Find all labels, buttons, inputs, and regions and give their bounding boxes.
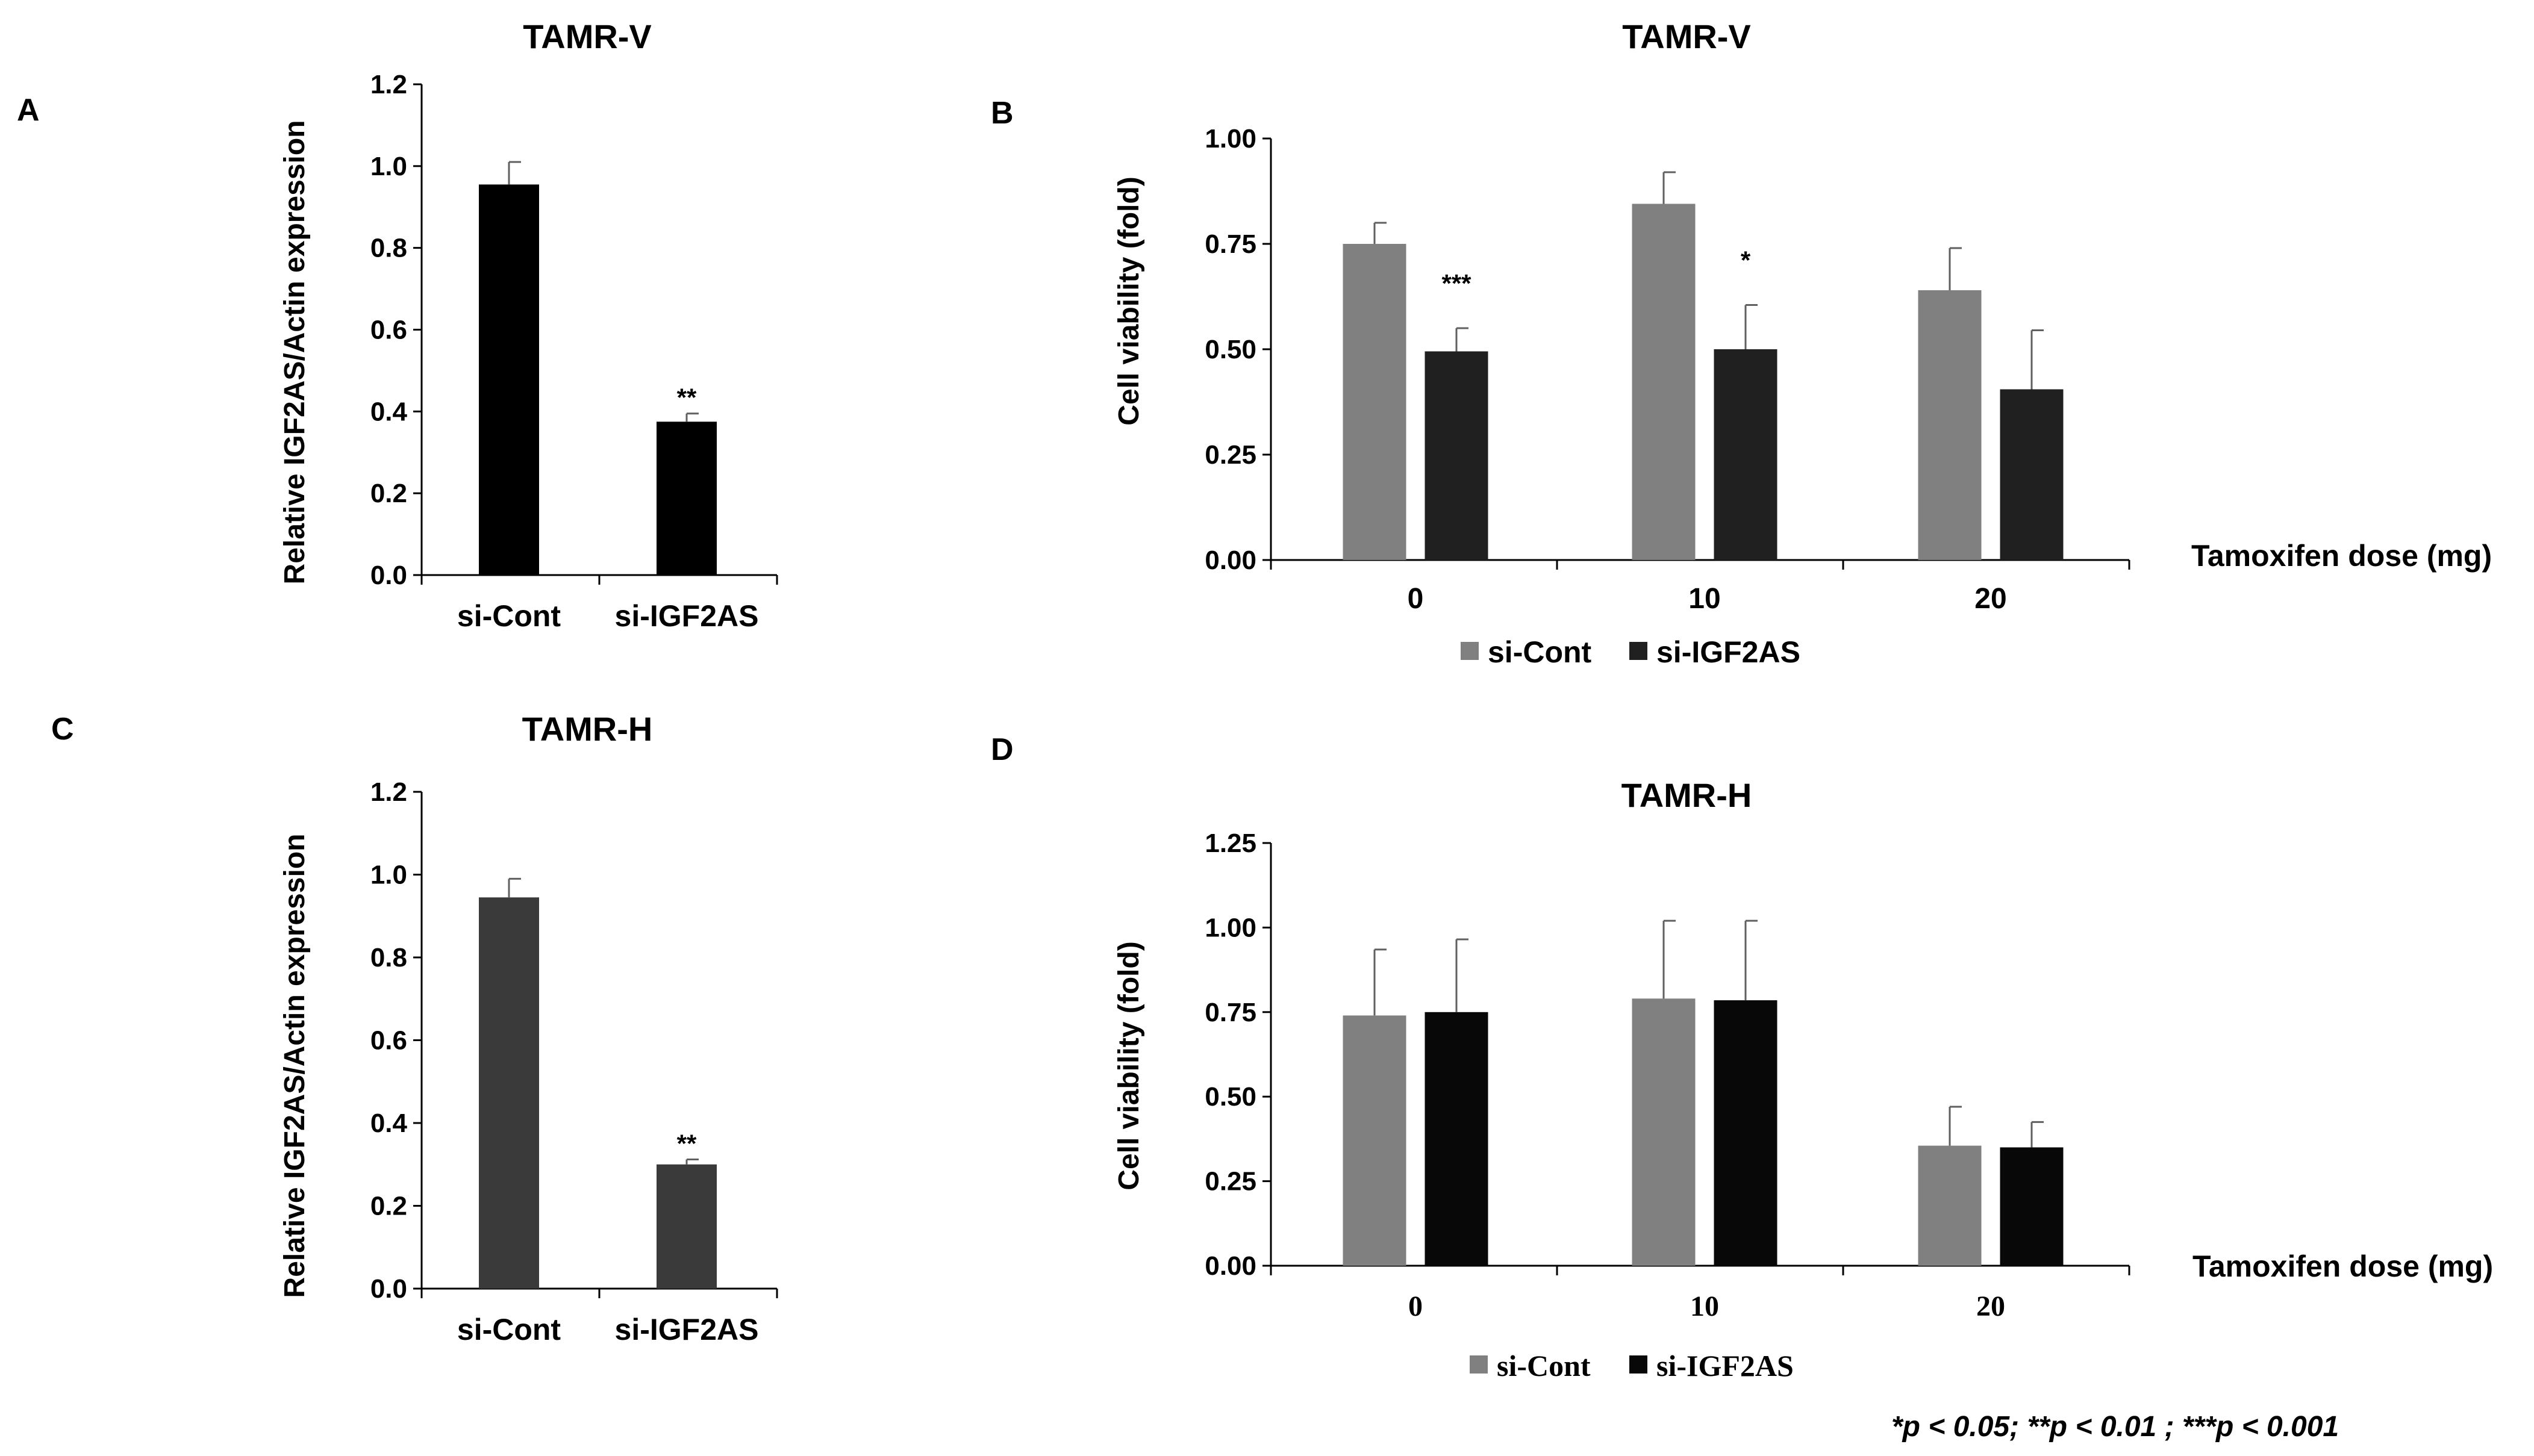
chart-b-bar <box>2000 389 2064 560</box>
chart-c-ytick-label: 1.2 <box>370 777 407 807</box>
chart-b-ytick-label: 0.75 <box>1205 229 1256 259</box>
chart-d-ytick-label: 1.25 <box>1205 829 1256 858</box>
chart-b-ytick-label: 1.00 <box>1205 124 1256 154</box>
chart-d-ytick-label: 0.25 <box>1205 1167 1256 1196</box>
chart-a-ytick-label: 0.4 <box>370 397 408 426</box>
chart-d-ytick-label: 1.00 <box>1205 913 1256 942</box>
chart-d-category-label: 0 <box>1408 1290 1423 1322</box>
significance-footnote: *p < 0.05; **p < 0.01 ; ***p < 0.001 <box>1891 1411 2339 1443</box>
chart-b-ytick-label: 0.00 <box>1205 546 1256 575</box>
chart-b-legend-label: si-IGF2AS <box>1656 635 1800 669</box>
chart-a-category-label: si-IGF2AS <box>615 599 759 633</box>
chart-a-title: TAMR-V <box>523 17 652 55</box>
chart-c-ytick-label: 1.0 <box>370 860 407 890</box>
chart-d-legend-swatch <box>1629 1355 1647 1374</box>
chart-b-title: TAMR-V <box>1622 17 1751 55</box>
chart-d-xlabel: Tamoxifen dose (mg) <box>2192 1249 2493 1283</box>
chart-b-ylabel: Cell viability (fold) <box>1113 176 1145 425</box>
chart-b-ytick-label: 0.50 <box>1205 335 1256 364</box>
chart-d-ylabel: Cell viability (fold) <box>1113 941 1145 1190</box>
chart-b-category-label: 10 <box>1688 583 1720 615</box>
chart-d-category-label: 20 <box>1976 1290 2005 1322</box>
chart-b-significance-mark: * <box>1741 246 1751 275</box>
chart-a-ytick-label: 0.6 <box>370 316 407 345</box>
chart-c-ytick-label: 0.2 <box>370 1192 407 1221</box>
chart-a-bar <box>479 184 539 575</box>
chart-a-ytick-label: 0.2 <box>370 479 407 508</box>
chart-c-ytick-label: 0.0 <box>370 1274 407 1304</box>
chart-d-legend-label: si-Cont <box>1497 1349 1591 1383</box>
chart-a-ylabel: Relative IGF2AS/Actin expression <box>279 120 311 585</box>
chart-a-category-label: si-Cont <box>457 599 561 633</box>
panel-label-d: D <box>991 732 1014 767</box>
chart-d-bar <box>1714 1000 1777 1266</box>
chart-d-bar <box>2000 1147 2064 1266</box>
chart-a-ytick-label: 1.0 <box>370 152 407 181</box>
chart-c-title: TAMR-H <box>522 710 653 748</box>
chart-c-ytick-label: 0.6 <box>370 1026 407 1056</box>
chart-d-category-label: 10 <box>1690 1290 1719 1322</box>
chart-c-ytick-label: 0.8 <box>370 943 407 972</box>
panel-label-b: B <box>991 96 1014 131</box>
chart-d-ytick-label: 0.50 <box>1205 1082 1256 1112</box>
chart-c-ylabel: Relative IGF2AS/Actin expression <box>279 834 311 1298</box>
chart-b-legend-label: si-Cont <box>1488 635 1592 669</box>
chart-b-xlabel: Tamoxifen dose (mg) <box>2191 539 2492 573</box>
chart-c-bar <box>657 1164 717 1289</box>
chart-b-legend-swatch <box>1461 642 1479 660</box>
chart-c-category-label: si-IGF2AS <box>615 1313 759 1346</box>
chart-b-bar <box>1425 351 1488 560</box>
chart-c-category-label: si-Cont <box>457 1313 561 1346</box>
chart-a-ytick-label: 0.0 <box>370 561 407 590</box>
chart-c-significance-mark: ** <box>677 1130 697 1158</box>
chart-d-bar <box>1343 1015 1406 1266</box>
chart-d-ytick-label: 0.75 <box>1205 998 1256 1027</box>
chart-a-ytick-label: 1.2 <box>370 70 407 99</box>
chart-a-bar <box>657 422 717 575</box>
chart-d-ytick-label: 0.00 <box>1205 1251 1256 1281</box>
chart-d-bar <box>1918 1145 1982 1266</box>
chart-b-legend-swatch <box>1629 642 1647 660</box>
chart-b-bar <box>1343 244 1406 560</box>
chart-d-bar <box>1632 998 1696 1266</box>
chart-d-legend-label: si-IGF2AS <box>1656 1349 1794 1383</box>
chart-b-category-label: 20 <box>1974 583 2006 615</box>
chart-b-category-label: 0 <box>1408 583 1424 615</box>
chart-b-bar <box>1632 204 1696 560</box>
chart-d-legend-swatch <box>1470 1355 1488 1374</box>
panel-label-a: A <box>17 93 40 128</box>
chart-b-bar <box>1714 349 1777 560</box>
chart-b-significance-mark: *** <box>1441 269 1471 297</box>
chart-a-ytick-label: 0.8 <box>370 234 407 263</box>
chart-b-bar <box>1918 290 1982 560</box>
chart-c-bar <box>479 897 539 1289</box>
chart-d-bar <box>1425 1012 1488 1266</box>
chart-a-significance-mark: ** <box>677 384 697 412</box>
panel-label-c: C <box>51 712 74 747</box>
chart-d-title: TAMR-H <box>1621 776 1752 814</box>
chart-b-ytick-label: 0.25 <box>1205 440 1256 470</box>
chart-c-ytick-label: 0.4 <box>370 1109 408 1138</box>
